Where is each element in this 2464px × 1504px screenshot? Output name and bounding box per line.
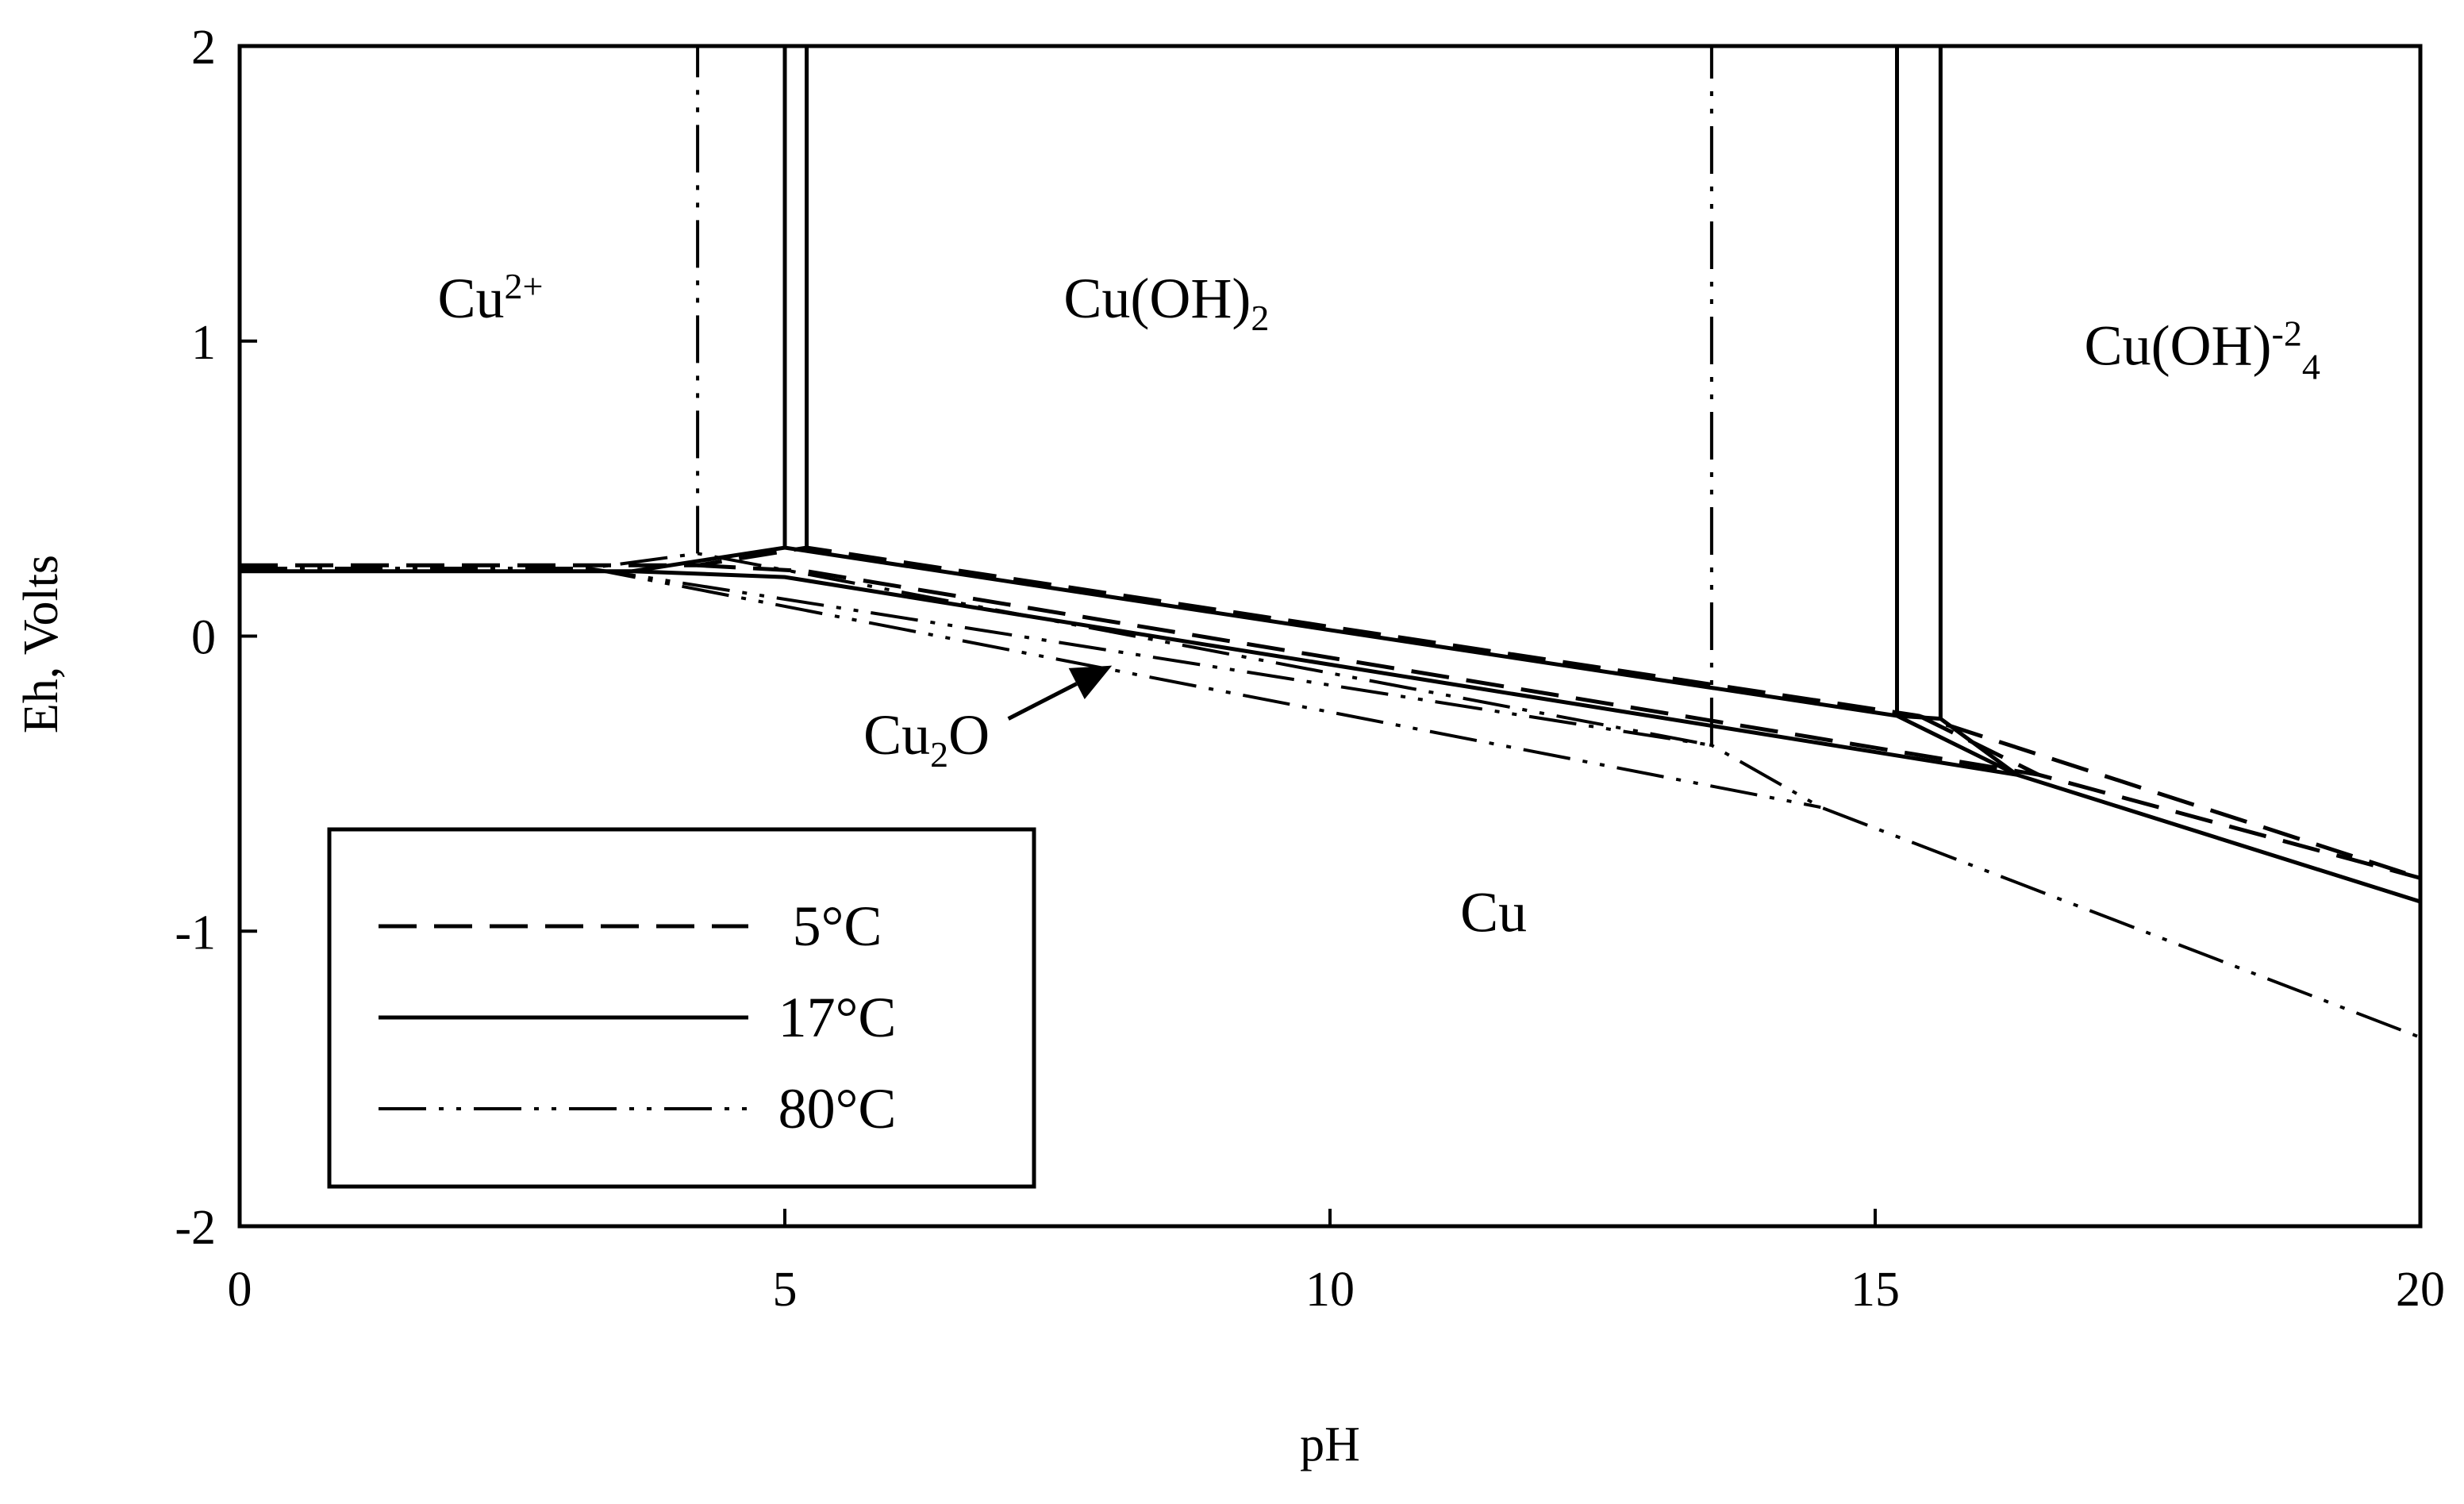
legend-label-1: 17°C xyxy=(778,986,897,1049)
y-tick-label: 2 xyxy=(191,21,216,75)
region-label-cu2plus: Cu2+ xyxy=(438,266,544,330)
region-labels: Cu2+ Cu(OH)2 Cu(OH)-24 Cu Cu2O xyxy=(438,266,2320,944)
y-tick-label: 1 xyxy=(191,316,216,370)
legend: 5°C 17°C 80°C xyxy=(327,827,1036,1189)
series-2-line-1 xyxy=(588,567,1712,747)
series-1 xyxy=(240,46,2421,904)
series-0 xyxy=(240,46,2421,880)
ticks-layer: 0 5 10 15 20 -2 -1 0 1 2 xyxy=(175,21,2445,1317)
x-tick-label: 15 xyxy=(1851,1263,1900,1317)
x-tick-label: 10 xyxy=(1305,1263,1355,1317)
series-layer xyxy=(240,46,2421,1039)
x-axis-title: pH xyxy=(1300,1417,1360,1471)
legend-label-0: 5°C xyxy=(793,894,882,958)
arrow-shaft xyxy=(1007,682,1078,721)
y-tick-label: 0 xyxy=(191,611,216,665)
cu2o-arrow xyxy=(1007,665,1113,721)
series-2 xyxy=(240,46,2421,1039)
x-tick-label: 5 xyxy=(773,1263,798,1317)
region-label-cuoh2: Cu(OH)2 xyxy=(1063,267,1269,338)
region-label-cuoh4: Cu(OH)-24 xyxy=(2085,313,2320,387)
y-tick-label: -1 xyxy=(175,906,216,960)
series-1-line-0 xyxy=(240,545,2421,904)
region-label-cu2o: Cu2O xyxy=(863,703,990,775)
legend-label-2: 80°C xyxy=(778,1077,897,1141)
region-label-cu: Cu xyxy=(1460,880,1527,944)
y-axis-title: Eh, Volts xyxy=(14,555,68,733)
x-tick-label: 0 xyxy=(228,1263,252,1317)
series-2-line-0 xyxy=(240,552,2421,1039)
arrow-head xyxy=(1068,665,1113,700)
legend-box xyxy=(327,827,1036,1189)
series-1-line-1 xyxy=(632,569,2017,777)
series-0-line-1 xyxy=(697,563,2421,880)
y-tick-label: -2 xyxy=(175,1201,216,1255)
series-2-line-2 xyxy=(588,567,1821,810)
x-tick-label: 20 xyxy=(2396,1263,2445,1317)
